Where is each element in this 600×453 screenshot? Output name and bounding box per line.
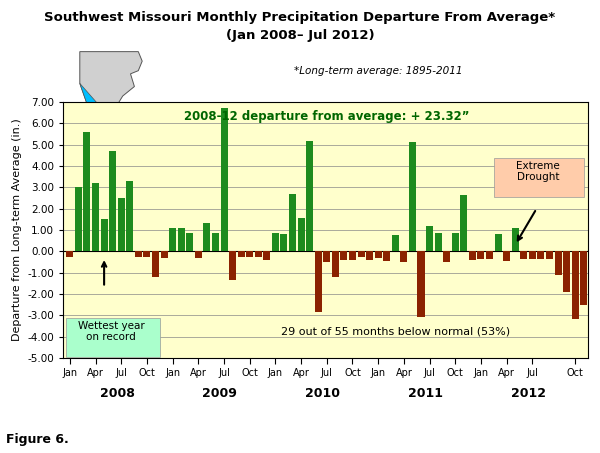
Bar [580,251,587,304]
Bar [212,233,219,251]
Bar [289,193,296,251]
Bar [400,251,407,262]
Bar [238,251,245,256]
Bar [374,251,382,258]
Bar [443,251,450,262]
Text: Southwest Missouri Monthly Precipitation Departure From Average*: Southwest Missouri Monthly Precipitation… [44,11,556,24]
Bar [358,251,365,256]
Y-axis label: Departure from Long-term Average (in.): Departure from Long-term Average (in.) [11,119,22,341]
Text: Extreme
Drought: Extreme Drought [517,160,560,182]
Bar [598,251,600,258]
Bar [195,251,202,258]
Bar [554,251,562,275]
Bar [126,181,133,251]
Bar [298,218,305,251]
Bar [186,233,193,251]
Bar [152,251,159,277]
Bar [143,251,151,256]
Bar [280,234,287,251]
Bar [246,251,253,256]
Bar [486,251,493,259]
Bar [418,251,425,318]
Bar [221,108,227,251]
Bar [503,251,510,261]
Polygon shape [80,83,100,106]
Bar [263,251,271,260]
Bar [332,251,339,277]
Bar [434,233,442,251]
Bar [340,251,347,260]
Bar [229,251,236,280]
Bar [546,251,553,259]
Bar [520,251,527,259]
Bar [572,251,578,319]
Bar [109,151,116,251]
Bar [563,251,570,292]
Bar [366,251,373,260]
Bar [118,198,125,251]
Text: Wettest year
on record: Wettest year on record [77,321,145,342]
Bar [178,228,185,251]
FancyBboxPatch shape [494,159,584,197]
Bar [101,219,107,251]
Text: 2008-12 departure from average: + 23.32”: 2008-12 departure from average: + 23.32” [184,111,470,124]
Bar [315,251,322,312]
Bar [67,251,73,256]
Bar [323,251,330,262]
Bar [460,195,467,251]
Text: *Long-term average: 1895-2011: *Long-term average: 1895-2011 [294,66,462,76]
Bar [169,228,176,251]
Bar [92,183,99,251]
FancyBboxPatch shape [65,318,160,357]
Text: 2011: 2011 [408,387,443,400]
Bar [203,223,211,251]
Bar [306,141,313,251]
Bar [272,233,279,251]
Bar [589,251,596,258]
Text: 2012: 2012 [511,387,545,400]
Bar [135,251,142,256]
Bar [529,251,536,259]
Bar [161,251,167,258]
Text: Figure 6.: Figure 6. [6,433,69,446]
Bar [494,234,502,251]
Bar [426,226,433,251]
Text: 2008: 2008 [100,387,134,400]
Bar [478,251,484,259]
Text: (Jan 2008– Jul 2012): (Jan 2008– Jul 2012) [226,29,374,43]
Bar [538,251,544,259]
Text: 2009: 2009 [202,387,237,400]
Bar [255,251,262,256]
Bar [512,228,519,251]
Bar [392,235,399,251]
Text: 29 out of 55 months below normal (53%): 29 out of 55 months below normal (53%) [281,327,510,337]
Text: 2010: 2010 [305,387,340,400]
Bar [452,233,459,251]
Bar [75,187,82,251]
Bar [409,142,416,251]
Bar [83,132,91,251]
Bar [469,251,476,260]
Bar [349,251,356,260]
Polygon shape [80,52,142,106]
Bar [383,251,390,261]
